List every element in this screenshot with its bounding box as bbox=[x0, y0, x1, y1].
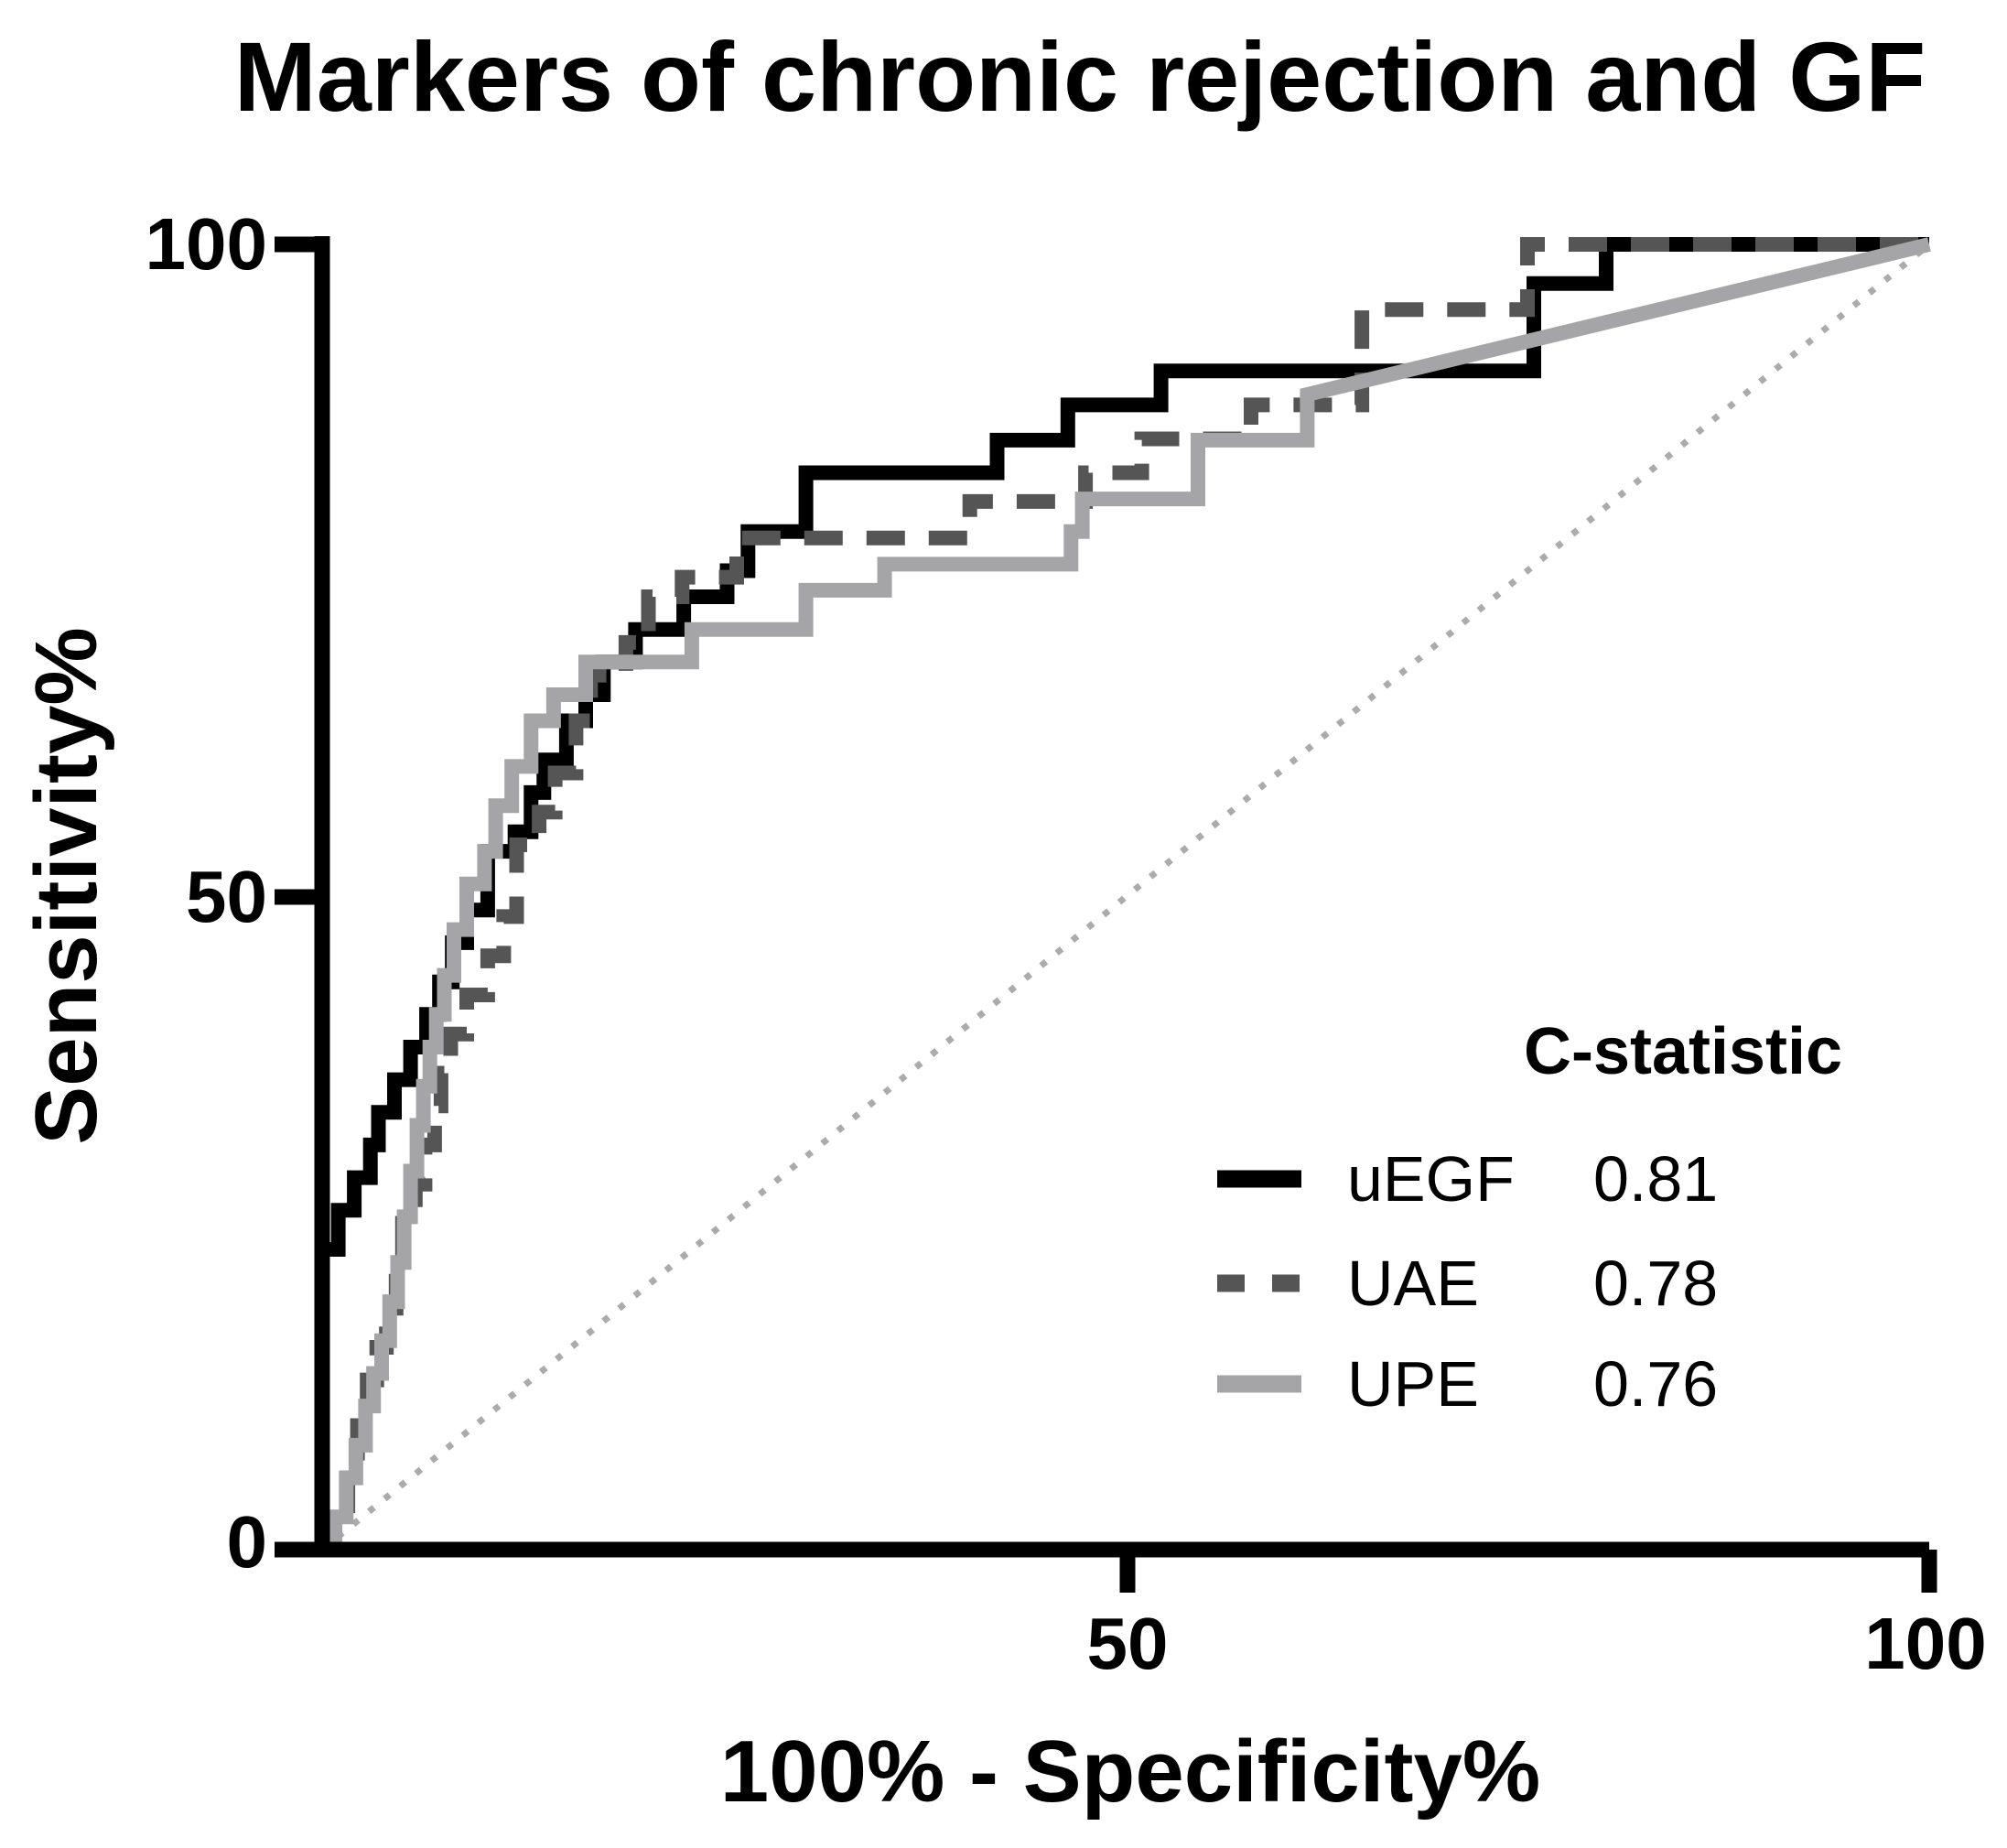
y-tick-label-0: 0 bbox=[226, 1501, 268, 1583]
uegf-curve bbox=[315, 237, 1929, 1550]
x-tick-label-50: 50 bbox=[1086, 1603, 1169, 1684]
legend-value-upe: 0.76 bbox=[1593, 1348, 1719, 1420]
reference-diagonal-line bbox=[319, 242, 1932, 1552]
x-tick-label-100: 100 bbox=[1864, 1603, 1987, 1684]
legend-value-uae: 0.78 bbox=[1593, 1248, 1719, 1319]
legend-value-uegf: 0.81 bbox=[1593, 1143, 1719, 1215]
legend-label-uegf: uEGF bbox=[1347, 1143, 1515, 1215]
legend-label-upe: UPE bbox=[1347, 1348, 1479, 1420]
chart-title: Markers of chronic rejection and GF bbox=[233, 21, 1926, 132]
legend-label-uae: UAE bbox=[1347, 1248, 1479, 1319]
y-tick-label-100: 100 bbox=[145, 203, 267, 285]
upe-curve bbox=[322, 237, 1931, 1557]
legend-header: C-statistic bbox=[1524, 1015, 1843, 1088]
x-axis-label: 100% - Specificity% bbox=[719, 1723, 1541, 1821]
y-tick-label-50: 50 bbox=[186, 856, 267, 937]
